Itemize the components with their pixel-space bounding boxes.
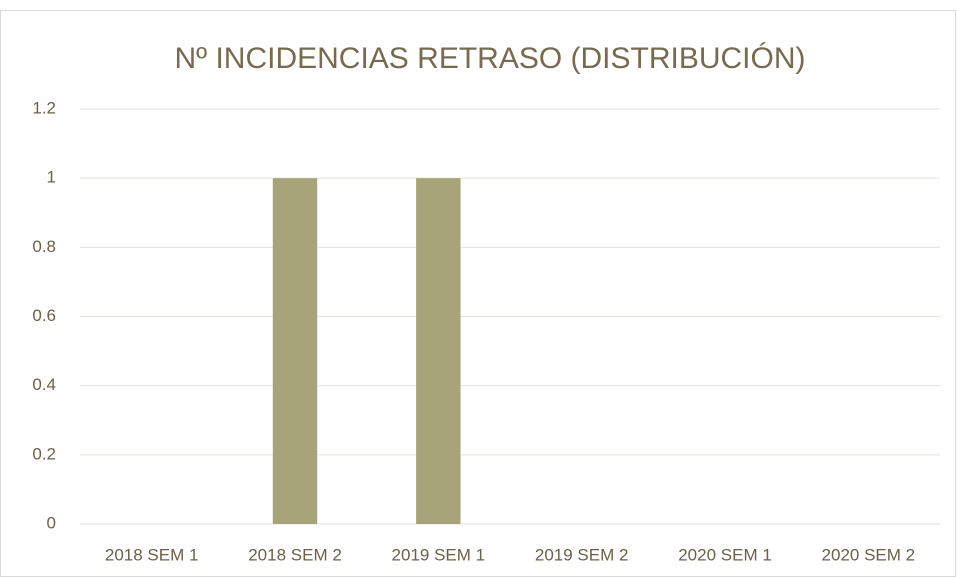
y-tick-label: 1 <box>47 168 56 187</box>
chart-border <box>0 10 956 577</box>
chart-title: Nº INCIDENCIAS RETRASO (DISTRIBUCIÓN) <box>175 42 806 75</box>
x-tick-label: 2019 SEM 1 <box>392 545 486 564</box>
y-tick-label: 0.4 <box>32 375 56 394</box>
y-tick-label: 0.6 <box>32 306 56 325</box>
y-tick-label: 0.8 <box>32 237 56 256</box>
y-tick-label: 0.2 <box>32 444 56 463</box>
x-tick-label: 2020 SEM 1 <box>678 545 772 564</box>
x-tick-label: 2020 SEM 2 <box>822 545 916 564</box>
y-tick-label: 1.2 <box>32 98 56 117</box>
bar <box>272 178 318 524</box>
x-tick-label: 2018 SEM 1 <box>105 545 199 564</box>
x-tick-label: 2018 SEM 2 <box>248 545 342 564</box>
bar <box>416 178 461 524</box>
y-tick-label: 0 <box>47 513 56 532</box>
x-tick-label: 2019 SEM 2 <box>535 545 629 564</box>
